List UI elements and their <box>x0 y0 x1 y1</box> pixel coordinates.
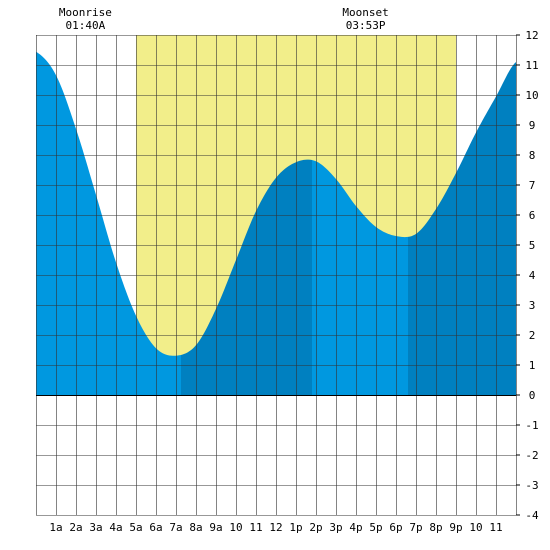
y-tick-label: 10 <box>525 89 538 102</box>
x-tick-label: 10 <box>469 521 482 534</box>
y-tick-label: 2 <box>529 329 536 342</box>
x-tick-label: 5a <box>129 521 142 534</box>
y-tick-label: 12 <box>525 29 538 42</box>
x-tick-label: 5p <box>369 521 382 534</box>
x-tick-label: 4a <box>109 521 122 534</box>
y-tick-label: 6 <box>529 209 536 222</box>
x-tick-label: 3p <box>329 521 342 534</box>
x-tick-label: 11 <box>249 521 262 534</box>
x-tick-label: 2p <box>309 521 322 534</box>
x-tick-label: 1p <box>289 521 302 534</box>
moonrise-time: 01:40A <box>66 19 106 32</box>
y-tick-label: 7 <box>529 179 536 192</box>
tide-rising-segment <box>408 62 516 395</box>
x-tick-label: 8a <box>189 521 202 534</box>
y-tick-label: 8 <box>529 149 536 162</box>
x-tick-label: 2a <box>69 521 82 534</box>
tide-area <box>36 51 516 396</box>
x-tick-label: 6a <box>149 521 162 534</box>
tide-falling-segment <box>312 160 408 395</box>
y-tick-label: 1 <box>529 359 536 372</box>
tide-rising-segment <box>181 159 312 395</box>
y-tick-label: 5 <box>529 239 536 252</box>
y-tick-label: 3 <box>529 299 536 312</box>
tide-falling-segment <box>41 55 181 395</box>
y-tick-label: 4 <box>529 269 536 282</box>
x-tick-label: 10 <box>229 521 242 534</box>
y-tick-label: 9 <box>529 119 536 132</box>
x-tick-label: 8p <box>429 521 442 534</box>
x-tick-label: 9p <box>449 521 462 534</box>
moonset-time: 03:53P <box>346 19 386 32</box>
y-tick-label: 11 <box>525 59 538 72</box>
x-tick-label: 7a <box>169 521 182 534</box>
x-tick-label: 4p <box>349 521 362 534</box>
x-tick-label: 12 <box>269 521 282 534</box>
x-tick-label: 11 <box>489 521 502 534</box>
moonset-label: Moonset <box>342 6 388 19</box>
x-tick-label: 6p <box>389 521 402 534</box>
y-tick-label: -1 <box>525 419 538 432</box>
x-axis-ticks: 1a 2a 3a 4a 5a 6a 7a 8a 9a 10 11 12 1p 2p 3p 4p 5p 6p 7p 8p… <box>49 521 502 534</box>
x-tick-label: 7p <box>409 521 422 534</box>
y-tick-label: -3 <box>525 479 538 492</box>
y-tick-label: -4 <box>525 509 539 522</box>
y-tick-label: -2 <box>525 449 538 462</box>
moonrise-label: Moonrise <box>59 6 112 19</box>
tide-falling-segment <box>36 51 41 396</box>
x-tick-label: 1a <box>49 521 62 534</box>
x-tick-label: 3a <box>89 521 102 534</box>
y-tick-label: 0 <box>529 389 536 402</box>
x-tick-label: 9a <box>209 521 222 534</box>
